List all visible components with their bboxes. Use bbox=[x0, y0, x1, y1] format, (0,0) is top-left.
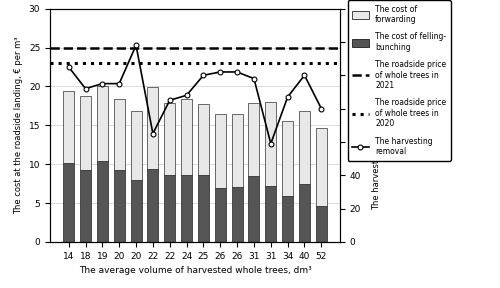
Bar bbox=[63, 91, 74, 163]
Bar bbox=[316, 206, 327, 242]
Bar bbox=[148, 87, 158, 169]
Bar bbox=[232, 113, 242, 187]
Bar bbox=[215, 113, 226, 188]
Bar bbox=[248, 176, 260, 242]
Bar bbox=[164, 103, 175, 175]
Bar bbox=[316, 128, 327, 206]
Bar bbox=[148, 169, 158, 242]
Bar bbox=[282, 121, 293, 196]
Bar bbox=[215, 188, 226, 242]
Bar bbox=[63, 163, 74, 242]
Bar bbox=[130, 181, 141, 242]
Bar bbox=[97, 86, 108, 161]
Bar bbox=[266, 186, 276, 242]
Bar bbox=[181, 175, 192, 242]
X-axis label: The average volume of harvested whole trees, dm³: The average volume of harvested whole tr… bbox=[78, 266, 312, 275]
Bar bbox=[248, 103, 260, 176]
Bar bbox=[130, 111, 141, 181]
Bar bbox=[181, 99, 192, 175]
Bar bbox=[114, 170, 124, 242]
Bar bbox=[164, 175, 175, 242]
Bar bbox=[266, 102, 276, 186]
Bar bbox=[232, 187, 242, 242]
Bar bbox=[97, 161, 108, 242]
Legend: The cost of
forwarding, The cost of felling-
bunching, The roadside price
of who: The cost of forwarding, The cost of fell… bbox=[348, 0, 451, 161]
Y-axis label: The cost at the roadside landing, € per m³: The cost at the roadside landing, € per … bbox=[14, 37, 23, 214]
Bar bbox=[80, 96, 91, 170]
Bar bbox=[198, 175, 209, 242]
Bar bbox=[299, 184, 310, 242]
Y-axis label: The harvesting removal, m³ per hectare: The harvesting removal, m³ per hectare bbox=[372, 41, 382, 210]
Bar bbox=[282, 196, 293, 242]
Bar bbox=[198, 104, 209, 175]
Bar bbox=[114, 99, 124, 170]
Bar bbox=[299, 111, 310, 184]
Bar bbox=[80, 170, 91, 242]
